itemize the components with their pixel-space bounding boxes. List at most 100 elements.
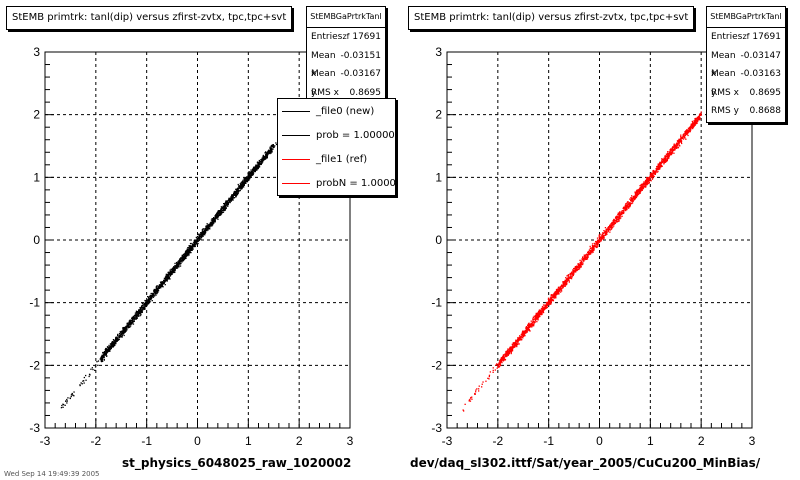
data-point xyxy=(564,280,566,282)
data-point xyxy=(651,176,653,178)
data-point xyxy=(695,122,697,125)
data-point xyxy=(146,299,148,301)
data-point xyxy=(138,315,140,317)
data-point xyxy=(141,310,143,312)
data-point xyxy=(509,350,511,352)
data-point xyxy=(193,245,195,247)
data-point xyxy=(246,180,248,182)
data-point xyxy=(498,365,501,368)
data-point xyxy=(117,333,119,336)
data-point xyxy=(511,348,513,350)
data-point xyxy=(161,281,163,283)
data-point xyxy=(526,329,528,332)
data-point xyxy=(614,222,616,224)
data-point xyxy=(643,181,645,183)
data-point xyxy=(237,191,239,194)
data-point xyxy=(203,232,205,234)
data-point xyxy=(668,157,670,159)
data-point xyxy=(548,303,550,305)
data-point xyxy=(570,272,572,275)
data-point xyxy=(211,219,213,221)
data-point xyxy=(592,247,594,249)
data-point xyxy=(575,266,577,268)
data-point xyxy=(181,256,184,258)
data-point xyxy=(224,209,226,211)
data-point xyxy=(236,194,239,196)
data-point xyxy=(676,144,678,146)
data-point xyxy=(194,242,196,244)
data-point xyxy=(545,304,547,306)
data-point xyxy=(207,229,209,231)
data-point xyxy=(604,231,606,233)
data-point xyxy=(570,276,572,278)
data-point xyxy=(657,166,659,168)
data-point xyxy=(119,332,122,334)
y-tick-label: 2 xyxy=(435,108,442,122)
data-point xyxy=(202,231,205,233)
data-point xyxy=(520,339,522,341)
data-point xyxy=(160,284,162,286)
data-point xyxy=(201,230,204,232)
data-point xyxy=(239,185,241,188)
data-point xyxy=(657,167,659,169)
data-point xyxy=(518,343,520,345)
data-point xyxy=(660,163,662,166)
data-point xyxy=(511,350,513,352)
data-point xyxy=(257,167,259,169)
data-point xyxy=(163,277,166,279)
data-point xyxy=(504,358,507,361)
data-point xyxy=(181,261,183,263)
data-point xyxy=(172,267,175,269)
data-point xyxy=(554,291,556,293)
data-point xyxy=(503,358,505,360)
data-point xyxy=(138,313,140,315)
data-point xyxy=(139,308,142,310)
data-point xyxy=(237,189,239,191)
data-point xyxy=(634,195,636,197)
data-point xyxy=(247,174,249,176)
data-point xyxy=(197,237,200,239)
data-point xyxy=(210,222,212,224)
data-point xyxy=(602,238,604,240)
data-point xyxy=(677,147,679,149)
data-point xyxy=(167,276,169,278)
data-point xyxy=(206,223,208,225)
data-point xyxy=(514,343,516,345)
data-point xyxy=(220,213,222,215)
data-point xyxy=(235,190,237,193)
data-point xyxy=(265,158,267,160)
data-point xyxy=(530,322,532,324)
data-point xyxy=(535,312,537,315)
data-point xyxy=(517,340,519,342)
data-point xyxy=(537,314,540,316)
data-point xyxy=(102,360,104,362)
data-point xyxy=(172,271,174,273)
data-point xyxy=(216,216,219,218)
data-point xyxy=(659,162,661,164)
data-point xyxy=(632,198,634,200)
data-point xyxy=(135,317,138,320)
data-point xyxy=(266,157,268,159)
data-point xyxy=(520,338,522,340)
data-point xyxy=(173,271,175,273)
y-tick-label: 1 xyxy=(33,170,40,184)
data-point xyxy=(478,390,480,392)
data-point xyxy=(636,195,638,197)
data-point xyxy=(528,326,530,328)
data-point xyxy=(253,170,256,172)
data-point xyxy=(122,331,124,334)
data-point xyxy=(255,169,258,171)
data-point xyxy=(135,314,138,316)
data-point xyxy=(626,204,628,206)
data-point xyxy=(175,266,177,268)
data-point xyxy=(193,239,195,242)
data-point xyxy=(117,339,119,341)
data-point xyxy=(214,217,217,219)
data-point xyxy=(594,243,596,245)
data-point xyxy=(241,183,243,185)
data-point xyxy=(534,321,536,323)
data-point xyxy=(471,396,473,398)
data-point xyxy=(169,269,171,271)
data-point xyxy=(159,284,161,286)
data-point xyxy=(265,153,267,156)
